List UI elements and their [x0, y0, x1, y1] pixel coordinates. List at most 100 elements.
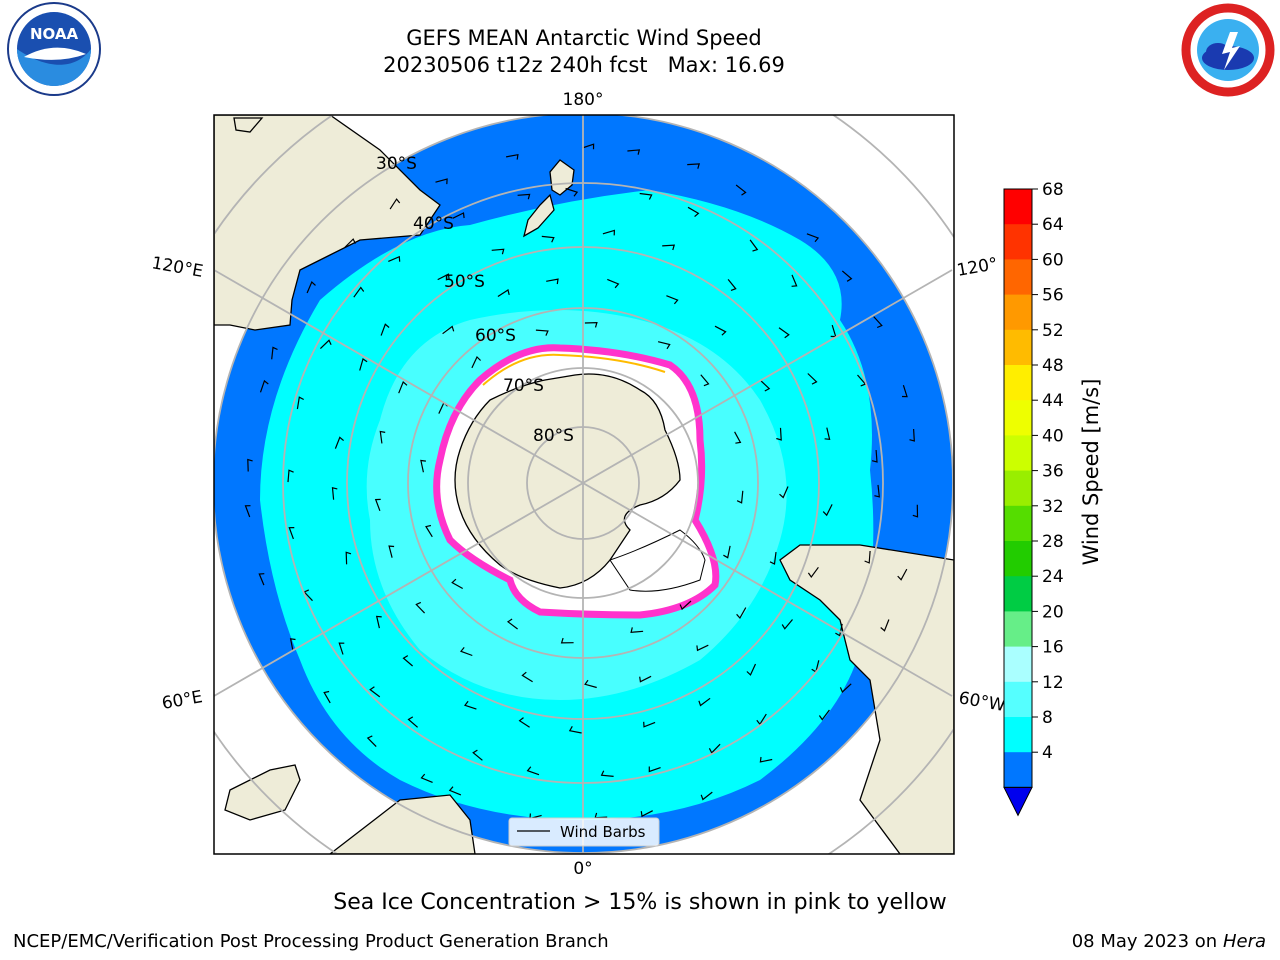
- lat-label-70s: 70°S: [503, 376, 544, 396]
- wind-barb: [306, 280, 316, 294]
- wind-barb: [398, 380, 408, 394]
- wind-barb: [639, 192, 653, 200]
- colorbar-segment: [1004, 470, 1032, 507]
- wind-barb: [909, 428, 915, 442]
- wind-barb: [807, 566, 819, 579]
- wind-barb: [714, 325, 727, 336]
- wind-barb: [735, 184, 747, 196]
- forecast-subtitle: 20230506 t12z 240h fcst Max: 16.69: [383, 53, 785, 77]
- wind-barb: [700, 374, 710, 387]
- wind-barb: [415, 601, 426, 614]
- footer-branch: NCEP/EMC/Verification Post Processing Pr…: [13, 931, 609, 952]
- wind-barb: [781, 619, 793, 630]
- wind-barb: [546, 278, 559, 285]
- legend-box: Wind Barbs: [508, 817, 660, 847]
- noaa-logo: NOAA: [7, 2, 101, 96]
- lon-label-120e: 120°E: [150, 253, 204, 282]
- lon-label-0: 0°: [573, 859, 592, 879]
- wind-barb: [818, 709, 830, 721]
- wind-barb: [380, 323, 390, 336]
- footer-date: 08 May 2023 on Hera: [1072, 931, 1266, 952]
- wind-barb: [425, 524, 433, 538]
- lon-label-60e: 60°E: [160, 687, 204, 714]
- footer-date-text: 08 May 2023 on: [1071, 931, 1218, 952]
- wind-barb: [698, 697, 711, 707]
- colorbar-segment: [1004, 435, 1032, 472]
- wind-barb: [736, 607, 747, 620]
- wind-barb: [369, 686, 381, 698]
- colorbar-segment: [1004, 294, 1032, 331]
- colorbar-tick-label: 24: [1042, 567, 1064, 587]
- legend-wind-barbs: Wind Barbs: [560, 823, 646, 841]
- wind-barb: [323, 690, 331, 704]
- wind-barb: [640, 810, 653, 818]
- wind-barb: [897, 568, 908, 581]
- wind-barb: [791, 274, 798, 287]
- wind-barb: [379, 430, 386, 444]
- graticule: [214, 115, 954, 854]
- wind-barb: [871, 449, 878, 463]
- wind-barb: [687, 163, 701, 169]
- wind-barb: [287, 469, 294, 483]
- wind-barb: [407, 716, 418, 728]
- lon-label-60w: 60°W: [957, 688, 1007, 716]
- wind-barb: [375, 615, 382, 629]
- wind-barb: [518, 717, 530, 728]
- wind-barb: [435, 178, 448, 185]
- wind-barb: [448, 786, 462, 796]
- lat-label-40s: 40°S: [413, 214, 454, 234]
- wind-barb: [912, 504, 919, 518]
- lat-label-50s: 50°S: [444, 272, 485, 292]
- wind-barb: [776, 427, 782, 441]
- wind-barb: [880, 619, 890, 632]
- wind-barb: [259, 379, 269, 393]
- wind-barb: [388, 545, 395, 558]
- wind-barb: [734, 431, 742, 444]
- wind-barb: [696, 644, 709, 652]
- wind-barb: [345, 551, 352, 565]
- wind-barb: [901, 385, 908, 398]
- sea-ice-caption: Sea Ice Concentration > 15% is shown in …: [333, 890, 947, 915]
- wind-barb: [521, 671, 533, 683]
- wind-barb: [491, 248, 505, 255]
- wind-barb: [319, 339, 332, 350]
- wind-barb: [359, 358, 368, 371]
- colorbar-segment: [1004, 752, 1032, 788]
- wind-barb: [723, 545, 731, 559]
- wind-barb: [749, 239, 759, 252]
- wind-barb: [824, 427, 831, 440]
- colorbar-tick-label: 36: [1042, 462, 1064, 482]
- wind-barb: [388, 255, 401, 262]
- wind-barb: [460, 647, 473, 657]
- colorbar-segment: [1004, 400, 1032, 436]
- wind-barb: [568, 726, 582, 734]
- colorbar-segment: [1004, 646, 1032, 683]
- wind-barb: [471, 355, 482, 369]
- wind-barb: [679, 600, 692, 611]
- colorbar-tick-label: 28: [1042, 532, 1064, 552]
- colorbar-tick-label: 64: [1042, 215, 1064, 235]
- colorbar-tick-label: 40: [1042, 426, 1064, 446]
- wind-barb: [560, 637, 574, 644]
- wind-barb: [687, 206, 700, 218]
- wind-barb: [506, 618, 518, 630]
- wind-barb: [727, 279, 737, 291]
- wind-barb: [700, 791, 713, 801]
- wind-barb: [288, 527, 295, 540]
- wind-barb: [497, 289, 510, 298]
- colorbar-segment: [1004, 329, 1032, 366]
- wind-barb: [389, 198, 401, 210]
- colorbar-segment: [1004, 541, 1032, 577]
- wind-barb: [759, 756, 773, 763]
- colorbar-segment: [1004, 189, 1032, 225]
- lat-label-80s: 80°S: [533, 426, 574, 446]
- wind-barb: [756, 713, 767, 726]
- colorbar-tick-label: 60: [1042, 250, 1064, 270]
- wind-barb: [835, 623, 843, 637]
- wind-barb: [584, 321, 598, 328]
- wind-barb: [296, 396, 304, 410]
- colorbar-tick-label: 44: [1042, 391, 1064, 411]
- wind-barb: [374, 498, 381, 512]
- wind-barb: [451, 578, 463, 590]
